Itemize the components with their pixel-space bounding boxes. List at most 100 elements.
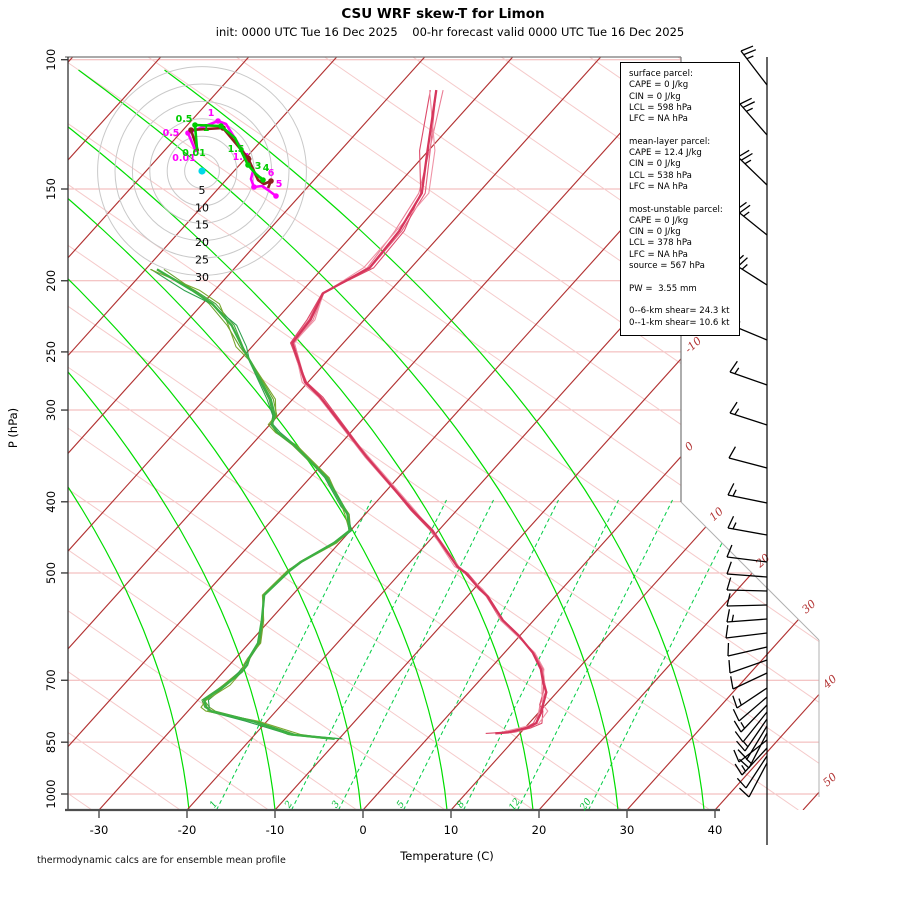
x-axis-title: Temperature (C) — [400, 849, 494, 863]
dry-adiabat-line — [68, 57, 181, 810]
wind-barb — [727, 515, 768, 536]
hodograph-member-green-dot — [245, 162, 251, 168]
barb-staff — [741, 747, 768, 776]
hodograph-mean-height-label: 1 — [208, 108, 215, 119]
y-tick-label: 200 — [44, 270, 58, 292]
info-line: 0--1-km shear= 10.6 kt — [629, 317, 730, 328]
frame-bevel — [680, 501, 820, 641]
isotherm-line — [802, 57, 819, 810]
info-line: most-unstable parcel: — [629, 204, 723, 215]
hodograph-member-green-dot — [192, 122, 198, 128]
wind-barb — [739, 97, 768, 136]
dry-adiabat-line — [68, 57, 799, 810]
hodograph-ring — [184, 153, 220, 189]
footnote: thermodynamic calcs are for ensemble mea… — [37, 855, 286, 866]
dry-adiabat-line — [68, 57, 819, 810]
hodograph-ring — [131, 100, 273, 242]
temperature-profile-member — [290, 90, 548, 734]
barb-full — [727, 483, 735, 496]
info-line: CAPE = 0 J/kg — [629, 80, 689, 91]
x-tick-label: -30 — [90, 823, 109, 837]
x-tick-label: 20 — [532, 823, 547, 837]
wind-barb — [732, 696, 768, 722]
dry-adiabat-line — [68, 57, 623, 810]
barb-staff — [736, 687, 768, 709]
barb-full — [736, 740, 746, 752]
isotherm-line — [68, 57, 338, 810]
barb-full — [736, 777, 747, 789]
info-line: CAPE = 0 J/kg — [629, 215, 689, 226]
wind-barb — [729, 360, 768, 386]
isotherm-line — [68, 57, 602, 810]
barb-full — [728, 659, 731, 674]
barb-staff — [740, 704, 768, 733]
wind-barb — [727, 483, 768, 504]
wind-barb — [733, 739, 768, 763]
hodograph-mean-height-label: 1.5 — [233, 152, 250, 163]
barb-half — [742, 741, 749, 748]
isotherm-line — [274, 57, 819, 810]
y-axis: 100 150 200 250 300 400 500 700 850 1000 — [44, 49, 68, 809]
hodograph-member-green-height-label: 3 — [255, 161, 262, 172]
hodograph-mean-dot — [251, 184, 257, 190]
wind-barb — [729, 401, 768, 426]
dewpoint-profile-member — [150, 268, 351, 740]
y-tick-label: 100 — [44, 49, 58, 71]
dry-adiabat-line — [68, 57, 819, 810]
info-line: LFC = NA hPa — [629, 114, 688, 125]
mixing-ratio-line — [517, 499, 673, 810]
barb-staff — [735, 209, 768, 236]
barb-staff — [727, 646, 768, 657]
barb-full — [739, 787, 750, 798]
barb-half — [740, 721, 746, 729]
hodograph-ring-label: 25 — [195, 254, 209, 267]
barb-full — [728, 446, 737, 459]
x-tick-label: 0 — [359, 823, 366, 837]
x-tick-label: -20 — [178, 823, 197, 837]
hodograph-member-green-height-label: 1.5 — [228, 144, 245, 155]
barb-staff — [740, 50, 768, 86]
x-tick-label: 40 — [708, 823, 723, 837]
wind-barb — [726, 609, 768, 623]
barb-half — [731, 614, 735, 622]
wind-barb — [726, 544, 768, 563]
storm-motion-dot — [198, 167, 206, 175]
x-tick-label: -10 — [266, 823, 285, 837]
barb-staff — [725, 632, 768, 639]
hodograph-ring-label: 30 — [195, 271, 209, 284]
dry-adiabat-line — [68, 57, 358, 810]
hodograph-ring — [114, 83, 290, 259]
y-tick-label: 250 — [44, 341, 58, 363]
barb-half — [746, 107, 753, 112]
isotherm-line — [68, 57, 250, 810]
barb-half — [744, 159, 752, 165]
isotherm-line — [68, 57, 162, 810]
mixing-ratio-line — [291, 499, 447, 810]
hodograph-member-green-height-label: 4 — [263, 163, 270, 174]
dewpoint-profile-mean — [156, 268, 351, 740]
isotherm-line — [538, 57, 819, 810]
barb-staff — [729, 371, 768, 386]
mixing-ratio-label: 1 — [208, 799, 220, 810]
barb-full — [739, 204, 751, 214]
barb-full — [740, 45, 754, 52]
mixing-ratio-line — [216, 499, 372, 810]
barb-half — [734, 408, 740, 415]
info-line: CAPE = 12.4 J/kg — [629, 148, 702, 159]
dry-adiabat-line — [68, 57, 819, 810]
mixing-ratio-line — [403, 499, 559, 810]
barb-full — [726, 577, 732, 591]
barb-full — [734, 763, 743, 776]
barb-full — [730, 676, 734, 690]
wind-barb — [739, 762, 768, 798]
isotherm-exit-label: 0 — [682, 439, 696, 453]
isotherm-exit-label: 40 — [820, 672, 840, 692]
isotherm-line — [68, 57, 514, 810]
moist-adiabat-line — [68, 69, 534, 810]
isobar-lines — [68, 59, 819, 795]
dry-adiabats — [68, 57, 819, 810]
mixing-ratio-label: 8 — [455, 799, 467, 810]
hodograph-mean-height-label: 0.5 — [163, 128, 180, 139]
info-line: LCL = 538 hPa — [629, 170, 692, 181]
